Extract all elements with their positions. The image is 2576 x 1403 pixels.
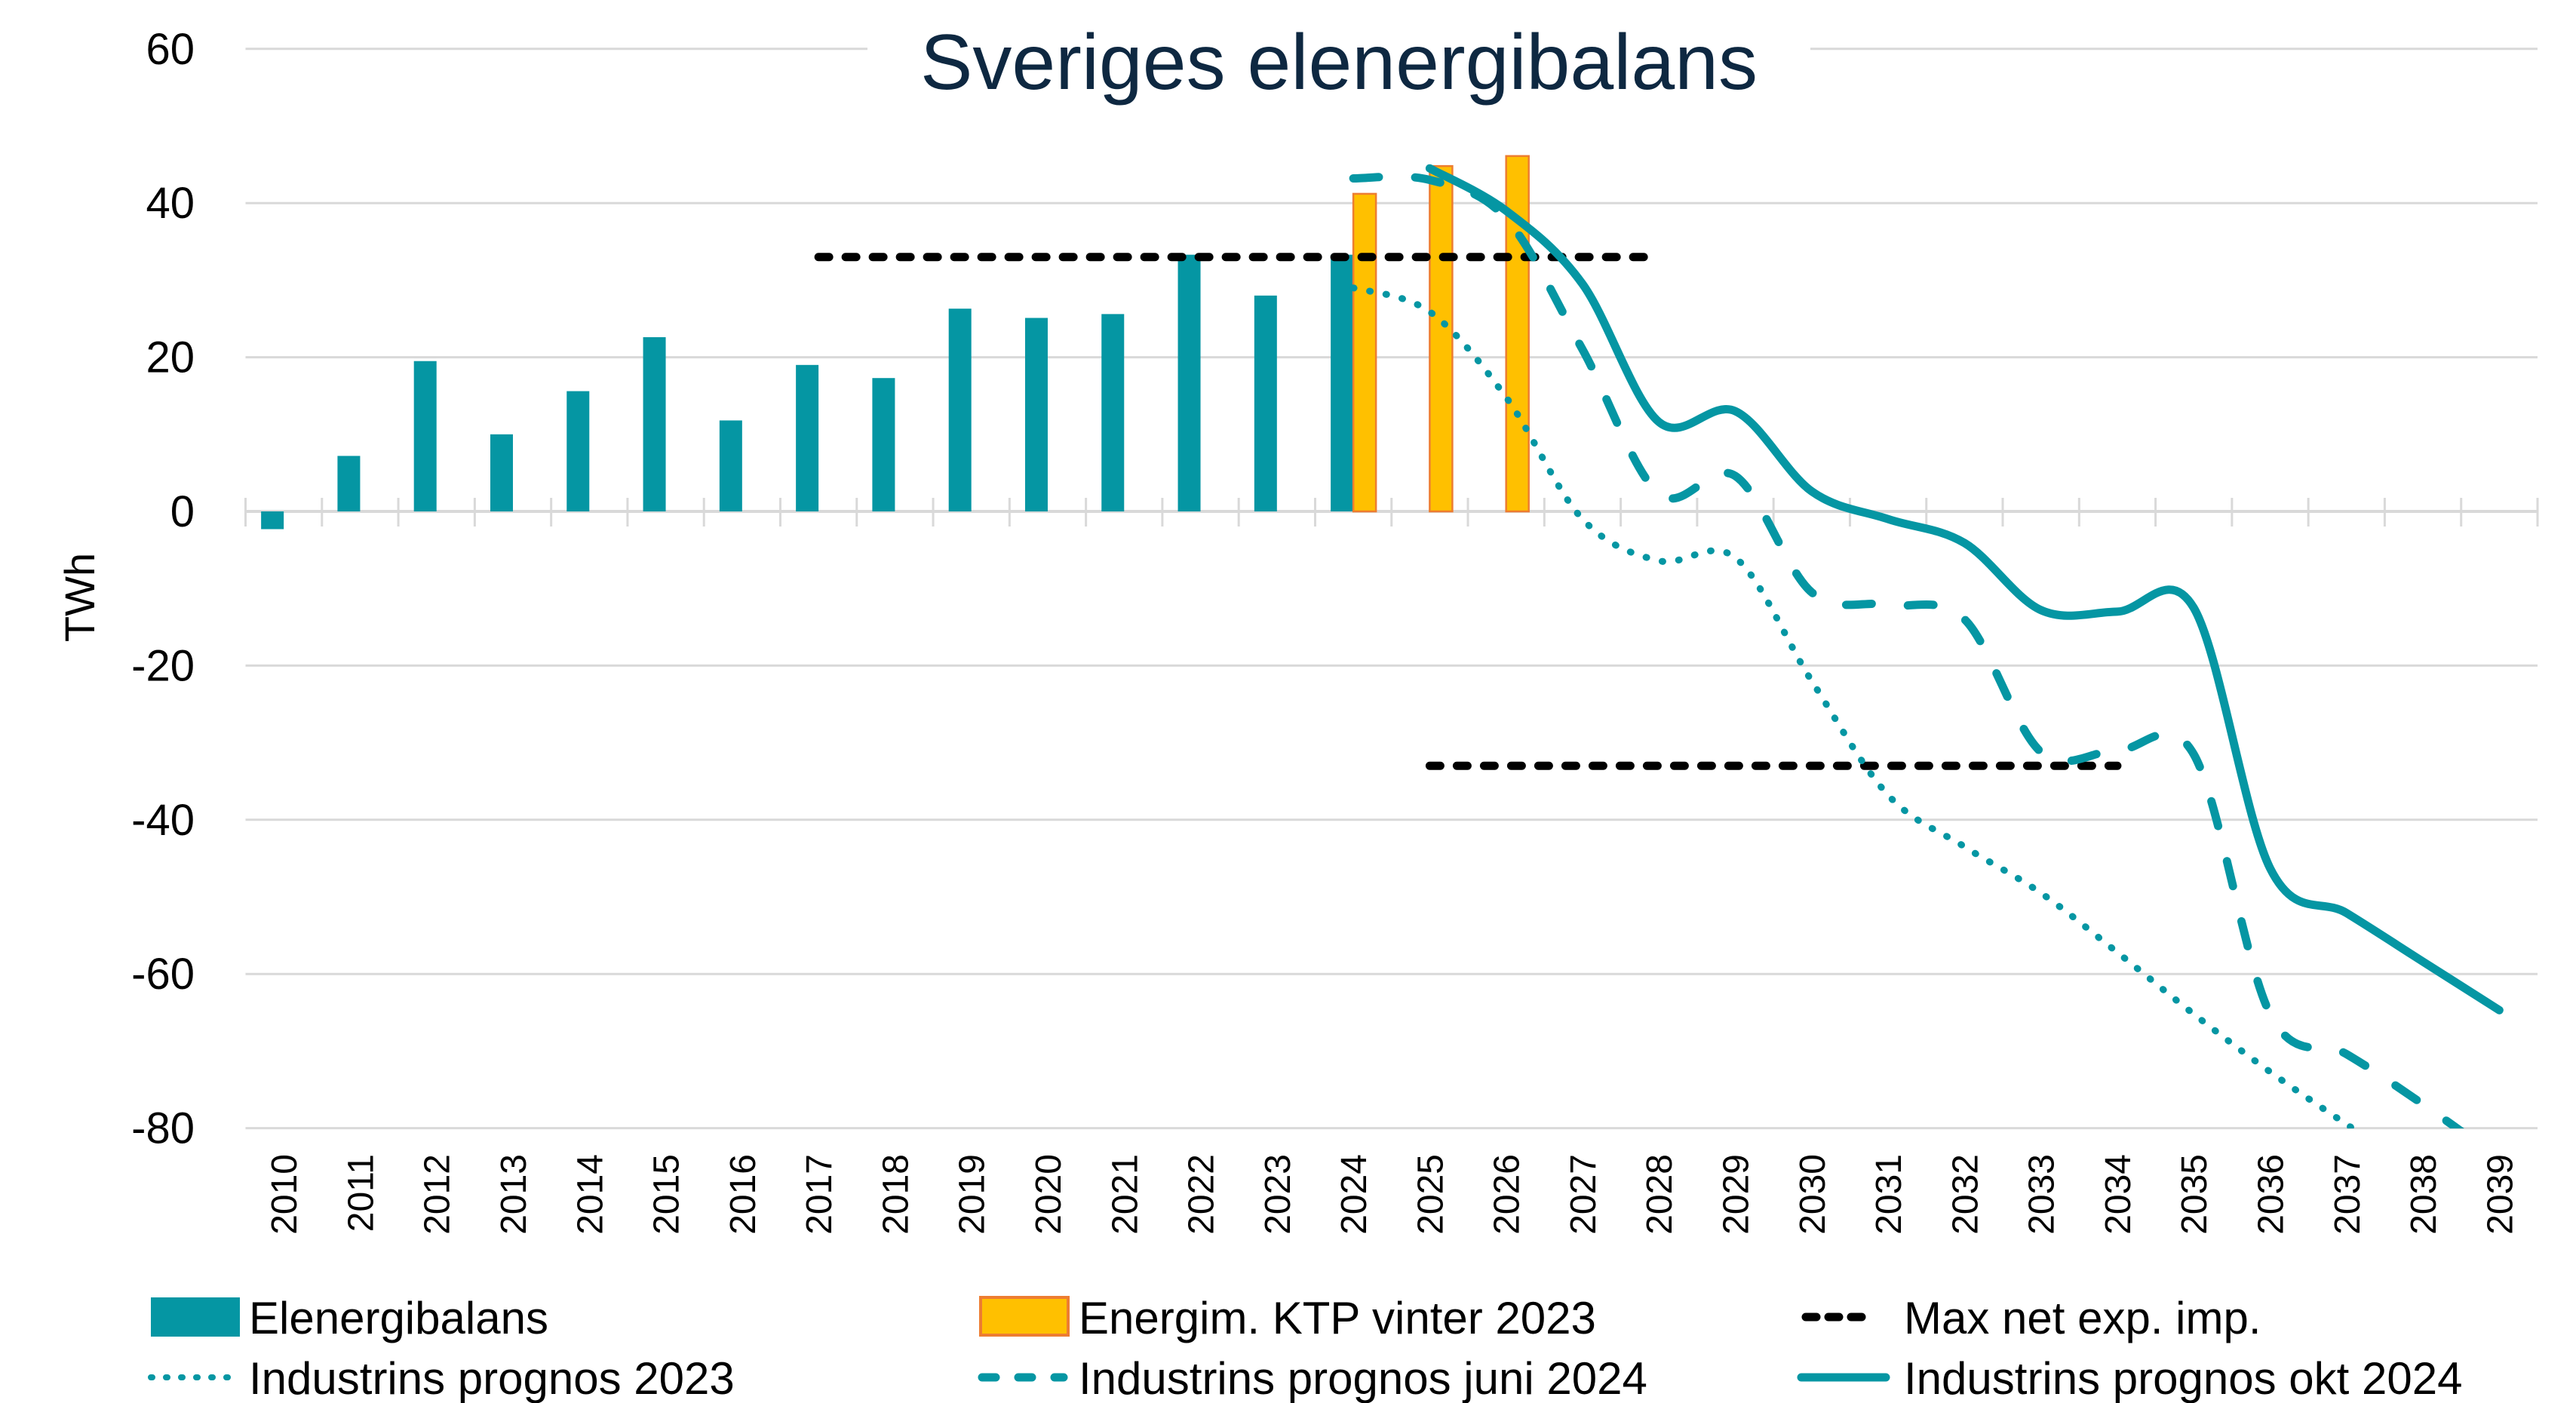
line-industrins-prognos-okt-2024 xyxy=(1425,164,2504,1015)
x-tick-label: 2027 xyxy=(1564,1154,1604,1235)
title-background xyxy=(867,8,1810,98)
y-tick-label: 20 xyxy=(146,333,195,382)
x-tick-label: 2019 xyxy=(953,1154,993,1235)
x-axis xyxy=(244,498,2539,527)
bar-elenergibalans-2014 xyxy=(566,391,590,511)
y-tick-label: -40 xyxy=(131,796,195,845)
x-tick-label: 2012 xyxy=(418,1154,458,1235)
legend-label: Max net exp. imp. xyxy=(1904,1293,2261,1343)
bar-elenergibalans-2010 xyxy=(261,511,284,530)
y-tick-label: 40 xyxy=(146,179,195,228)
x-tick-label: 2033 xyxy=(2022,1154,2062,1235)
bar-elenergibalans-2018 xyxy=(872,378,895,511)
x-tick-label: 2014 xyxy=(570,1154,610,1235)
y-tick-label: -20 xyxy=(131,641,195,690)
bar-elenergibalans-2015 xyxy=(643,337,666,511)
x-tick-label: 2028 xyxy=(1640,1154,1680,1235)
x-tick-label: 2026 xyxy=(1488,1154,1527,1235)
bar-elenergibalans-2017 xyxy=(796,364,819,511)
lines xyxy=(814,164,2504,1128)
x-tick-label: 2021 xyxy=(1105,1154,1145,1235)
bar-elenergibalans-2016 xyxy=(719,420,742,511)
bar-elenergibalans-2011 xyxy=(337,456,361,511)
bar-elenergibalans-2022 xyxy=(1177,254,1201,511)
x-tick-label: 2017 xyxy=(800,1154,840,1235)
legend-label: Energim. KTP vinter 2023 xyxy=(1079,1293,1596,1343)
x-tick-label: 2020 xyxy=(1029,1154,1069,1235)
y-axis-label: TWh xyxy=(56,553,103,642)
x-tick-label: 2011 xyxy=(341,1154,381,1232)
legend-label: Industrins prognos juni 2024 xyxy=(1079,1353,1647,1403)
x-tick-label: 2022 xyxy=(1182,1154,1222,1235)
x-tick-label: 2032 xyxy=(1945,1154,1985,1235)
gridlines xyxy=(245,48,2538,1130)
legend-item-elenergibalans: Elenergibalans xyxy=(151,1293,548,1343)
bar-elenergibalans-2019 xyxy=(948,309,972,511)
y-axis-ticks: 60 40 20 0 -20 -40 -60 -80 xyxy=(131,25,195,1153)
legend: Elenergibalans Energim. KTP vinter 2023 … xyxy=(148,1293,2462,1403)
bars xyxy=(261,155,1530,530)
line-industrins-prognos-2023 xyxy=(1349,284,2360,1128)
x-tick-label: 2023 xyxy=(1258,1154,1298,1235)
x-tick-label: 2038 xyxy=(2404,1154,2444,1235)
bar-elenergibalans-2023 xyxy=(1254,295,1277,511)
x-tick-label: 2039 xyxy=(2480,1154,2520,1235)
bar-elenergibalans-2021 xyxy=(1101,314,1125,511)
bar-elenergibalans-2013 xyxy=(490,434,513,511)
legend-item-prognos-juni-2024: Industrins prognos juni 2024 xyxy=(978,1353,1647,1403)
bar-elenergibalans-2020 xyxy=(1024,318,1048,511)
legend-item-prognos-okt-2024: Industrins prognos okt 2024 xyxy=(1797,1353,2462,1403)
x-tick-label: 2024 xyxy=(1334,1154,1374,1235)
x-tick-label: 2031 xyxy=(1869,1154,1909,1235)
legend-swatch-teal-bar xyxy=(151,1297,240,1337)
bar-energim-ktp-vinter-2023-2025 xyxy=(1429,164,1454,513)
x-tick-label: 2025 xyxy=(1411,1154,1451,1235)
x-tick-label: 2034 xyxy=(2099,1154,2138,1235)
legend-item-max-net-exp-imp: Max net exp. imp. xyxy=(1801,1293,2261,1343)
legend-item-prognos-2023: Industrins prognos 2023 xyxy=(148,1353,735,1403)
x-tick-label: 2037 xyxy=(2328,1154,2368,1235)
legend-item-energim-ktp: Energim. KTP vinter 2023 xyxy=(979,1293,1596,1343)
y-tick-label: 60 xyxy=(146,25,195,74)
legend-label: Elenergibalans xyxy=(249,1293,548,1343)
line-industrins-prognos-juni-2024 xyxy=(1349,172,2464,1128)
chart-title: Sveriges elenergibalans xyxy=(920,19,1758,106)
x-tick-label: 2010 xyxy=(265,1154,305,1235)
legend-swatch-orange-bar xyxy=(979,1296,1070,1337)
x-tick-label: 2016 xyxy=(723,1154,763,1235)
x-tick-label: 2013 xyxy=(494,1154,534,1235)
x-axis-tick-labels: 2010 2011 2012 2013 2014 2015 2016 2017 2018 2019… xyxy=(265,1154,2520,1235)
legend-label: Industrins prognos 2023 xyxy=(249,1353,735,1403)
y-tick-label: -80 xyxy=(131,1104,195,1153)
bar-elenergibalans-2012 xyxy=(413,361,437,511)
x-tick-label: 2018 xyxy=(876,1154,916,1235)
x-tick-label: 2035 xyxy=(2175,1154,2215,1235)
x-tick-label: 2015 xyxy=(647,1154,687,1235)
bar-elenergibalans-2024 xyxy=(1331,254,1354,511)
x-tick-label: 2030 xyxy=(1793,1154,1833,1235)
y-tick-label: -60 xyxy=(131,950,195,999)
y-tick-label: 0 xyxy=(170,487,195,536)
x-tick-label: 2029 xyxy=(1717,1154,1757,1235)
title-group: Sveriges elenergibalans xyxy=(867,8,1810,106)
x-tick-label: 2036 xyxy=(2252,1154,2292,1235)
bar-energim-ktp-vinter-2023-2024 xyxy=(1352,192,1377,513)
legend-label: Industrins prognos okt 2024 xyxy=(1904,1353,2462,1403)
